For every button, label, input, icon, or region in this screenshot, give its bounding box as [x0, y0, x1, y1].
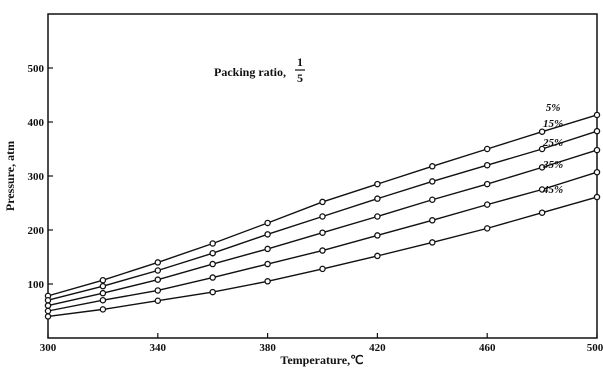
data-point: [485, 182, 490, 187]
data-point: [375, 253, 380, 258]
data-point: [375, 196, 380, 201]
data-point: [375, 182, 380, 187]
data-point: [375, 233, 380, 238]
packing-ratio-denominator: 5: [297, 71, 303, 85]
x-tick-label: 340: [150, 342, 167, 354]
x-tick-label: 300: [40, 342, 57, 354]
x-axis-title: Temperature,℃: [280, 353, 363, 367]
series-label: 45%: [542, 184, 563, 196]
data-point: [540, 210, 545, 215]
y-tick-label: 400: [28, 117, 45, 129]
data-point: [594, 129, 599, 134]
axis-ticks: 300 340 380 420 460 500 100 200 300 400 500: [28, 63, 603, 354]
data-point: [100, 278, 105, 283]
y-axis-title: Pressure, atm: [3, 141, 17, 211]
series-label: 25%: [542, 137, 563, 149]
data-point: [485, 226, 490, 231]
y-tick-label: 300: [28, 171, 45, 183]
data-point: [265, 232, 270, 237]
data-point: [210, 251, 215, 256]
data-point: [594, 170, 599, 175]
data-point: [485, 163, 490, 168]
series-label: 5%: [546, 102, 561, 114]
data-point: [430, 218, 435, 223]
data-point: [265, 246, 270, 251]
data-point: [265, 261, 270, 266]
series-line: [48, 172, 597, 311]
data-point: [210, 290, 215, 295]
data-point: [430, 164, 435, 169]
data-point: [485, 146, 490, 151]
data-point: [320, 248, 325, 253]
data-point: [265, 220, 270, 225]
data-point: [210, 261, 215, 266]
data-point: [155, 260, 160, 265]
y-tick-label: 200: [28, 225, 45, 237]
data-point: [45, 314, 50, 319]
packing-ratio-text: Packing ratio,: [214, 65, 286, 79]
data-point: [155, 268, 160, 273]
series-25pct: 25%: [45, 137, 599, 308]
data-point: [45, 308, 50, 313]
data-point: [100, 291, 105, 296]
data-point: [594, 147, 599, 152]
data-point: [155, 298, 160, 303]
x-tick-label: 380: [259, 342, 276, 354]
data-point: [594, 112, 599, 117]
x-tick-label: 460: [479, 342, 496, 354]
data-point: [430, 179, 435, 184]
data-point: [45, 298, 50, 303]
data-point: [45, 303, 50, 308]
series-15pct: 15%: [45, 118, 599, 303]
data-point: [594, 194, 599, 199]
data-point: [265, 279, 270, 284]
data-point: [320, 214, 325, 219]
data-point: [100, 307, 105, 312]
y-tick-label: 100: [28, 279, 45, 291]
data-point: [100, 298, 105, 303]
data-point: [320, 230, 325, 235]
x-tick-label: 500: [587, 342, 603, 354]
y-tick-label: 500: [28, 63, 45, 75]
data-point: [430, 197, 435, 202]
data-point: [100, 284, 105, 289]
data-point: [210, 241, 215, 246]
series-label: 15%: [543, 118, 563, 130]
data-point: [320, 199, 325, 204]
series-line: [48, 150, 597, 306]
data-point: [155, 277, 160, 282]
data-point: [485, 202, 490, 207]
packing-ratio-annotation: Packing ratio, 1 5: [214, 55, 305, 85]
series-35pct: 35%: [45, 159, 599, 313]
data-point: [210, 275, 215, 280]
data-point: [320, 266, 325, 271]
packing-ratio-numerator: 1: [297, 55, 303, 69]
data-point: [155, 288, 160, 293]
data-point: [430, 240, 435, 245]
series-group: 5% 15% 25% 35% 45%: [45, 102, 599, 319]
data-point: [375, 214, 380, 219]
x-tick-label: 420: [369, 342, 386, 354]
series-label: 35%: [542, 159, 563, 171]
